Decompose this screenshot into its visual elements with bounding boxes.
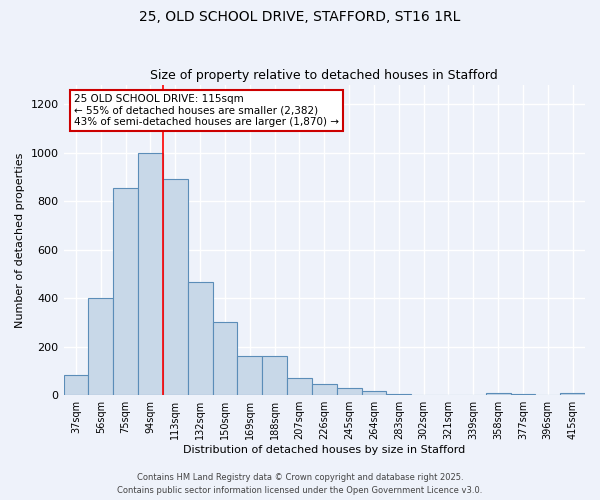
Bar [163, 179, 188, 395]
Y-axis label: Number of detached properties: Number of detached properties [15, 152, 25, 328]
Bar [238, 356, 262, 395]
Bar [511, 394, 535, 395]
Bar [188, 282, 212, 395]
Bar [337, 388, 362, 395]
Title: Size of property relative to detached houses in Stafford: Size of property relative to detached ho… [151, 69, 498, 82]
Bar [362, 391, 386, 395]
Bar [560, 393, 585, 395]
Bar [113, 188, 138, 395]
Text: 25, OLD SCHOOL DRIVE, STAFFORD, ST16 1RL: 25, OLD SCHOOL DRIVE, STAFFORD, ST16 1RL [139, 10, 461, 24]
Bar [485, 393, 511, 395]
Bar [386, 394, 411, 395]
Bar [262, 356, 287, 395]
Text: 25 OLD SCHOOL DRIVE: 115sqm
← 55% of detached houses are smaller (2,382)
43% of : 25 OLD SCHOOL DRIVE: 115sqm ← 55% of det… [74, 94, 339, 127]
Bar [287, 378, 312, 395]
Bar [64, 374, 88, 395]
Bar [88, 298, 113, 395]
Bar [312, 384, 337, 395]
Bar [212, 322, 238, 395]
Text: Contains HM Land Registry data © Crown copyright and database right 2025.
Contai: Contains HM Land Registry data © Crown c… [118, 474, 482, 495]
Bar [138, 152, 163, 395]
X-axis label: Distribution of detached houses by size in Stafford: Distribution of detached houses by size … [183, 445, 466, 455]
